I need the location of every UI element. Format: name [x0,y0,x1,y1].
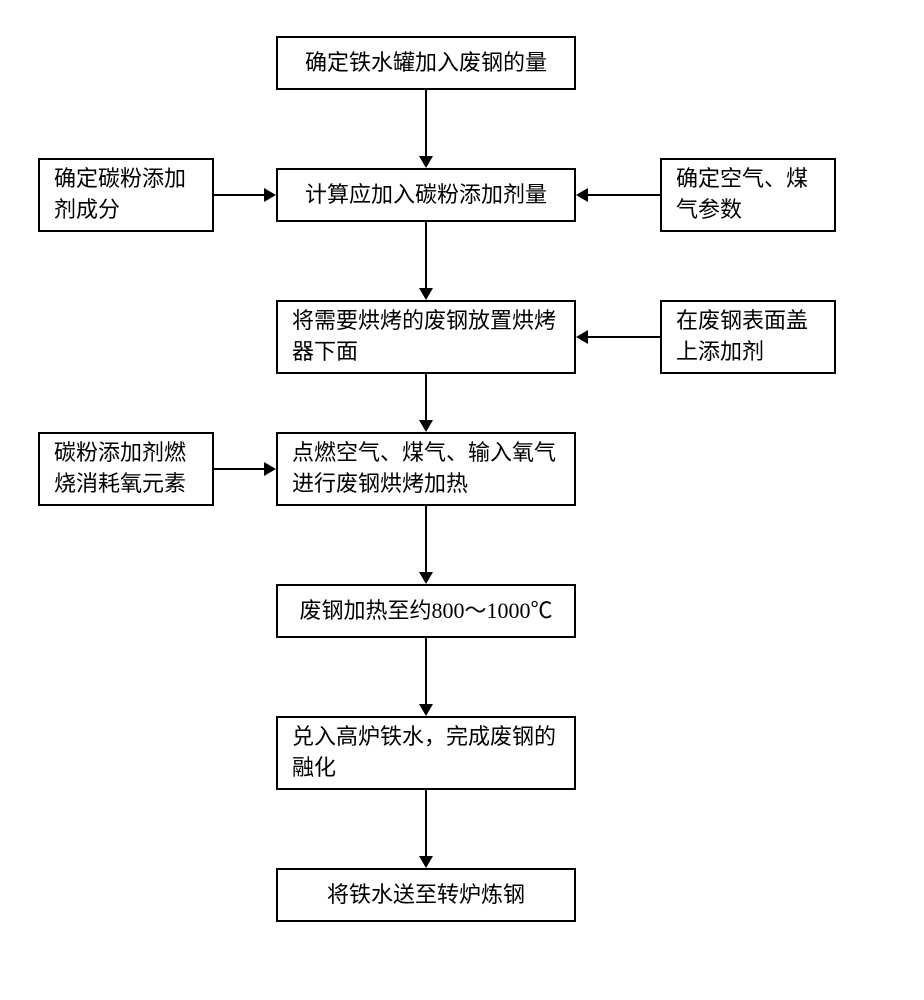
node-text: 废钢加热至约800～1000℃ [299,596,552,627]
node-text: 确定碳粉添加剂成分 [54,164,198,226]
flowchart-node-side-right-1: 确定空气、煤气参数 [660,158,836,232]
arrow-line [425,90,427,156]
flowchart-node-step3: 将需要烘烤的废钢放置烘烤器下面 [276,300,576,374]
flowchart-node-side-right-2: 在废钢表面盖上添加剂 [660,300,836,374]
flowchart-node-side-left-2: 碳粉添加剂燃烧消耗氧元素 [38,432,214,506]
flowchart-node-step2: 计算应加入碳粉添加剂量 [276,168,576,222]
node-text: 计算应加入碳粉添加剂量 [305,180,547,211]
arrow-head-icon [419,856,433,868]
flowchart-node-step4: 点燃空气、煤气、输入氧气进行废钢烘烤加热 [276,432,576,506]
flowchart-node-step5: 废钢加热至约800～1000℃ [276,584,576,638]
node-text: 确定空气、煤气参数 [676,164,820,226]
node-text: 碳粉添加剂燃烧消耗氧元素 [54,438,198,500]
arrow-head-icon [576,188,588,202]
node-text: 确定铁水罐加入废钢的量 [305,48,547,79]
arrow-head-icon [576,330,588,344]
arrow-head-icon [419,572,433,584]
arrow-head-icon [419,156,433,168]
node-text: 将需要烘烤的废钢放置烘烤器下面 [292,306,560,368]
arrow-head-icon [419,288,433,300]
arrow-head-icon [264,188,276,202]
node-text: 将铁水送至转炉炼钢 [327,880,525,911]
arrow-line [588,194,660,196]
arrow-line [425,374,427,420]
node-text: 点燃空气、煤气、输入氧气进行废钢烘烤加热 [292,438,560,500]
flowchart-node-side-left-1: 确定碳粉添加剂成分 [38,158,214,232]
arrow-head-icon [419,704,433,716]
node-text: 兑入高炉铁水，完成废钢的融化 [292,722,560,784]
arrow-line [425,790,427,856]
arrow-line [425,222,427,288]
node-text: 在废钢表面盖上添加剂 [676,306,820,368]
arrow-line [214,194,264,196]
arrow-head-icon [419,420,433,432]
arrow-line [425,506,427,572]
arrow-line [425,638,427,704]
arrow-line [214,468,264,470]
flowchart-node-step7: 将铁水送至转炉炼钢 [276,868,576,922]
arrow-head-icon [264,462,276,476]
flowchart-node-step6: 兑入高炉铁水，完成废钢的融化 [276,716,576,790]
flowchart-node-step1: 确定铁水罐加入废钢的量 [276,36,576,90]
arrow-line [588,336,660,338]
